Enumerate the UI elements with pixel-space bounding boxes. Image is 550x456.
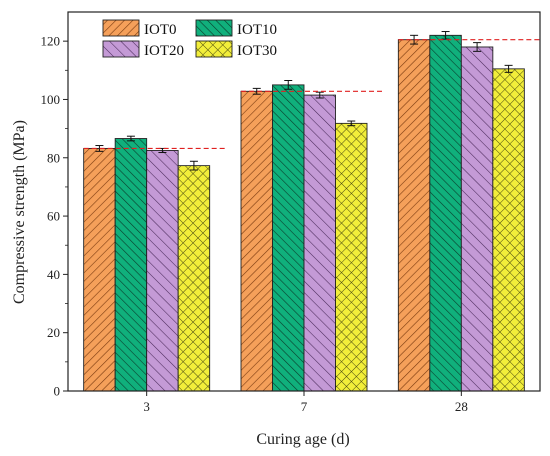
bar-iot20-3 — [146, 150, 179, 392]
bar-iot10-3 — [114, 138, 148, 392]
y-tick-label-60: 60 — [47, 209, 60, 224]
y-tick-label-80: 80 — [47, 150, 60, 165]
legend-swatch-iot30 — [195, 40, 233, 58]
y-tick-label-120: 120 — [41, 34, 61, 49]
legend-swatch-iot20 — [102, 40, 140, 58]
x-tick-label-3: 3 — [143, 399, 150, 414]
error-bar-iot30-3 — [189, 160, 198, 171]
legend-item-iot20: IOT20 — [102, 40, 184, 59]
plot-frame — [67, 11, 541, 392]
error-bar-iot10-3 — [126, 135, 135, 142]
legend-swatch-iot0 — [102, 19, 140, 37]
legend-label-iot10: IOT10 — [237, 22, 277, 38]
axes-group: 3 7 28 0 20 40 60 80 100 120 — [41, 11, 541, 414]
error-bar-iot10-7 — [284, 80, 293, 90]
legend: IOT0 IOT10 IOT20 IOT30 — [102, 19, 277, 59]
bar-iot30-28 — [492, 68, 525, 392]
y-tick-label-0: 0 — [54, 384, 61, 399]
error-bar-iot0-3 — [95, 145, 104, 152]
x-axis-title: Curing age (d) — [256, 431, 349, 448]
bar-iot30-3 — [177, 165, 211, 392]
y-tick-label-40: 40 — [47, 267, 60, 282]
error-bar-iot0-7 — [252, 87, 261, 95]
bar-iot10-7 — [272, 84, 305, 392]
x-tick-label-7: 7 — [301, 399, 308, 414]
y-tick-label-20: 20 — [47, 325, 60, 340]
legend-item-iot30: IOT30 — [195, 40, 277, 59]
legend-item-iot0: IOT0 — [102, 19, 177, 38]
x-tick-label-28: 28 — [455, 399, 468, 414]
error-bar-iot30-28 — [504, 64, 513, 73]
bar-iot0-7 — [240, 90, 273, 392]
error-bar-iot30-7 — [347, 120, 356, 127]
bar-iot20-7 — [303, 94, 336, 392]
y-axis-title: Compressive strength (MPa) — [11, 120, 28, 304]
legend-label-iot30: IOT30 — [237, 43, 277, 59]
bar-iot10-28 — [429, 34, 462, 392]
error-bar-iot20-7 — [315, 91, 324, 99]
bars-group — [83, 34, 525, 392]
legend-label-iot0: IOT0 — [144, 22, 177, 38]
bar-iot0-28 — [397, 39, 431, 392]
error-bar-iot20-28 — [473, 42, 482, 52]
legend-swatch-iot10 — [195, 19, 233, 37]
legend-item-iot10: IOT10 — [195, 19, 277, 38]
error-bar-iot0-28 — [410, 34, 419, 45]
legend-label-iot20: IOT20 — [144, 43, 184, 59]
bar-iot0-3 — [83, 147, 116, 392]
bar-iot20-28 — [460, 46, 494, 392]
bar-iot30-7 — [335, 122, 368, 392]
y-tick-label-100: 100 — [41, 92, 61, 107]
